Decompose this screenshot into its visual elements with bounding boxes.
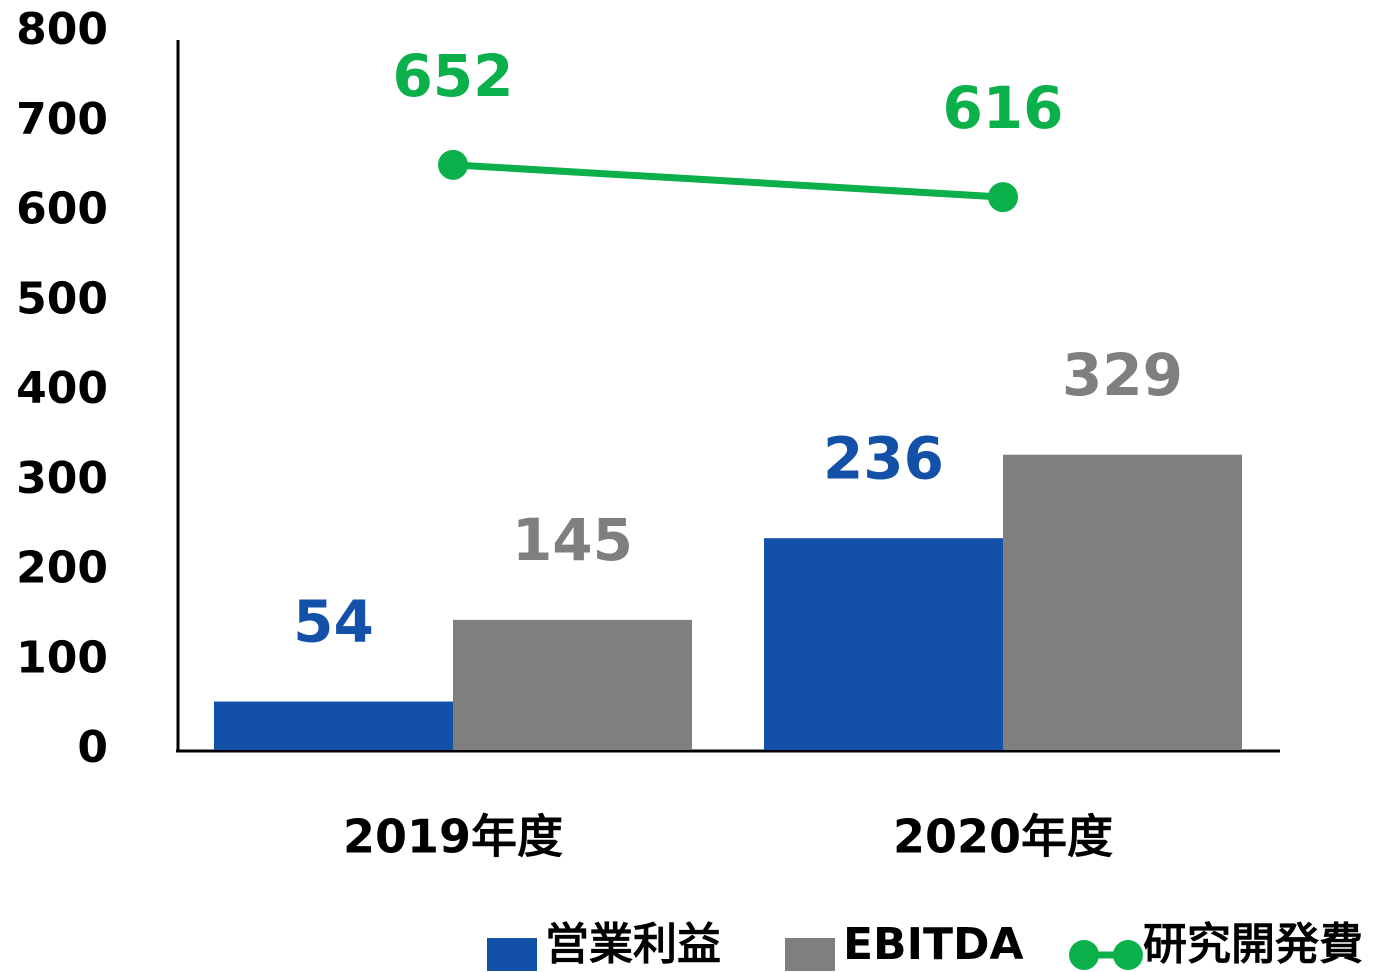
line-point [988,182,1018,213]
data-label: 236 [823,424,944,492]
x-tick-label: 2019年度 [343,810,563,864]
y-tick-label: 100 [16,632,108,683]
bar [453,619,692,750]
data-label: 616 [942,74,1063,142]
y-tick-label: 0 [77,722,108,773]
legend-swatch [1069,940,1099,970]
legend-label: 研究開発費 [1143,919,1363,970]
data-label: 652 [392,42,513,110]
y-tick-label: 300 [16,453,108,504]
legend-label: EBITDA [843,919,1024,970]
y-tick-label: 600 [16,184,108,235]
y-tick-label: 700 [16,94,108,145]
legend-label: 営業利益 [545,919,721,970]
x-tick-label: 2020年度 [893,810,1113,864]
y-tick-label: 200 [16,543,108,594]
bar [214,701,453,750]
y-tick-label: 800 [16,4,108,55]
y-tick-label: 500 [16,273,108,324]
data-label: 145 [512,506,633,574]
legend-swatch [1113,940,1143,970]
line-point [438,149,468,180]
line [452,161,1004,201]
bar [764,538,1003,750]
data-label: 329 [1062,341,1183,409]
legend-swatch [487,938,537,971]
bar [1003,454,1242,750]
legend-swatch [785,938,835,971]
y-tick-label: 400 [16,363,108,414]
data-label: 54 [293,588,374,656]
